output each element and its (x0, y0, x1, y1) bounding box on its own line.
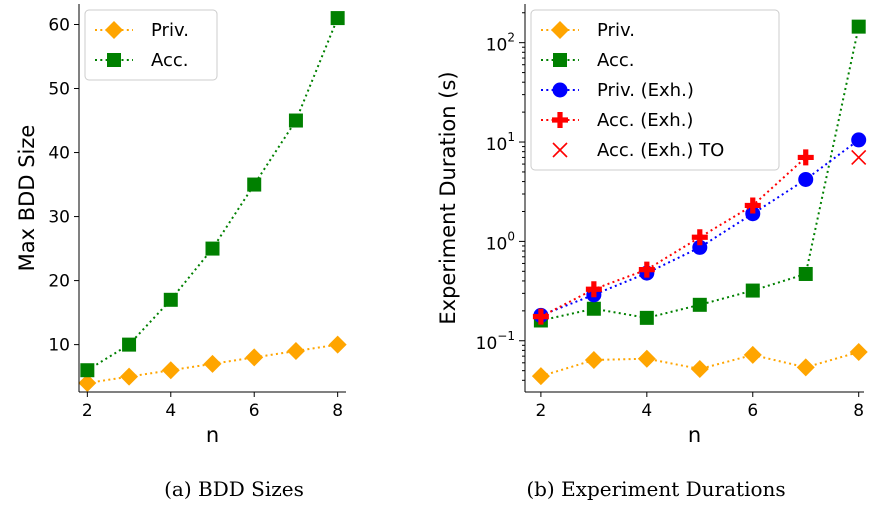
y-axis-title-b: Experiment Duration (s) (436, 71, 460, 324)
x-tick-label: 8 (853, 401, 864, 421)
legend-marker-priv (105, 21, 123, 39)
data-point-priv (203, 354, 222, 373)
data-point-acc (586, 301, 601, 316)
legend-label-priv-exh: Priv. (Exh.) (597, 80, 694, 101)
legend-box (530, 9, 780, 171)
x-tick-label: 2 (535, 401, 546, 421)
data-point-acc (798, 266, 813, 281)
series-priv (531, 343, 868, 386)
y-tick-label: 40 (48, 144, 70, 164)
data-point-acc-exh (744, 197, 761, 214)
legend-b: Priv. Acc. Priv. (Exh.) Acc. (Exh.) Acc. (Ex… (530, 9, 780, 171)
data-point-acc (330, 11, 345, 26)
y-tick-label: 30 (48, 208, 70, 228)
legend-marker-acc-exh (552, 112, 569, 128)
y-tick-label: 10−1 (476, 329, 515, 354)
data-point-priv (328, 335, 347, 354)
data-point-priv (796, 358, 815, 377)
data-point-acc (247, 177, 262, 192)
y-tick-label: 60 (48, 15, 70, 35)
caption-a: (a) BDD Sizes (164, 477, 304, 501)
caption-b: (b) Experiment Durations (526, 477, 785, 501)
legend-marker-acc (553, 53, 567, 67)
data-point-priv-exh (745, 206, 761, 222)
y-tick-label: 101 (486, 130, 515, 155)
data-point-acc-exh (532, 308, 549, 325)
legend-marker-priv (551, 21, 569, 39)
x-tick-label: 4 (641, 401, 652, 421)
x-tick-label: 6 (747, 401, 758, 421)
x-tick-label: 4 (165, 401, 176, 421)
y-tick-label: 102 (486, 31, 515, 56)
data-point-acc (80, 363, 95, 378)
data-point-priv (849, 343, 868, 362)
y-tick-label: 50 (48, 80, 70, 100)
legend-marker-acc-exh-to (552, 142, 568, 158)
series-acc-exh (532, 149, 814, 325)
data-point-priv (120, 367, 139, 386)
y-tick-label: 100 (486, 229, 515, 254)
data-point-priv (743, 345, 762, 364)
chart-experiment-durations: 2 4 6 8 10−1 100 101 102 n Experiment Duration (s… (436, 4, 868, 447)
data-point-priv (245, 348, 264, 367)
legend-label-acc-exh: Acc. (Exh.) (597, 110, 693, 131)
data-point-acc (205, 241, 220, 256)
data-point-acc (851, 19, 866, 34)
data-point-priv (690, 359, 709, 378)
legend-a: Priv. Acc. (84, 9, 218, 81)
legend-label-acc: Acc. (597, 50, 635, 71)
x-tick-label: 8 (332, 401, 343, 421)
data-point-acc (122, 337, 137, 352)
chart-bdd-sizes: 2 4 6 8 10 20 30 40 50 60 n Max BDD Size Priv. Acc. (15, 4, 347, 447)
data-point-acc (745, 283, 760, 298)
data-point-acc-exh (797, 149, 814, 166)
data-point-priv-exh (692, 239, 708, 255)
series-line-acc-exh (540, 156, 807, 318)
data-point-acc (288, 113, 303, 128)
data-point-acc-exh (585, 281, 602, 298)
data-point-priv (584, 351, 603, 370)
series-priv (78, 335, 347, 393)
data-point-priv (78, 374, 97, 393)
legend-marker-priv-exh (552, 82, 568, 98)
legend-label-priv: Priv. (151, 20, 189, 41)
data-point-acc-exh-to (851, 149, 867, 165)
x-tick-label: 6 (249, 401, 260, 421)
data-point-priv (531, 367, 550, 386)
legend-label-acc-exh-to: Acc. (Exh.) TO (597, 140, 724, 161)
legend-label-acc: Acc. (151, 50, 189, 71)
data-point-acc (639, 310, 654, 325)
series-acc-exh-to (851, 149, 867, 165)
data-point-acc-exh (638, 261, 655, 278)
x-axis-title-a: n (206, 423, 219, 447)
data-point-acc (163, 292, 178, 307)
data-point-priv (637, 349, 656, 368)
data-point-priv-exh (851, 132, 867, 148)
data-point-priv-exh (798, 171, 814, 187)
series-acc (80, 11, 345, 378)
legend-label-priv: Priv. (597, 20, 635, 41)
data-point-acc (692, 297, 707, 312)
legend-marker-acc (107, 53, 121, 67)
x-axis-title-b: n (688, 423, 701, 447)
y-tick-label: 10 (48, 336, 70, 356)
x-tick-label: 2 (82, 401, 93, 421)
y-axis-title-a: Max BDD Size (15, 125, 39, 272)
data-point-priv (161, 361, 180, 380)
data-point-acc-exh (691, 229, 708, 246)
y-tick-label: 20 (48, 272, 70, 292)
data-point-priv (286, 342, 305, 361)
